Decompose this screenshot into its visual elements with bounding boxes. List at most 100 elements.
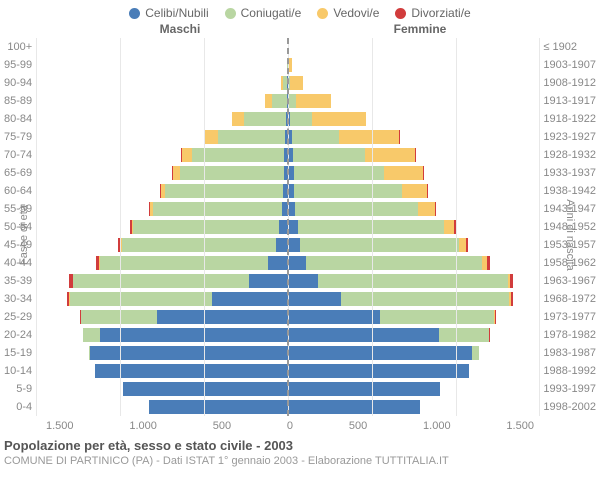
seg-coniugati xyxy=(153,202,282,216)
birth-label: 1923-1927 xyxy=(543,128,596,146)
seg-coniugati xyxy=(272,94,287,108)
seg-coniugati xyxy=(306,256,482,270)
seg-celibi xyxy=(288,400,421,414)
birth-label: 1918-1922 xyxy=(543,110,596,128)
birth-label: 1948-1952 xyxy=(543,218,596,236)
legend-label: Celibi/Nubili xyxy=(145,6,208,20)
birth-label: 1938-1942 xyxy=(543,182,596,200)
age-label: 30-34 xyxy=(4,290,32,308)
seg-celibi xyxy=(157,310,288,324)
age-label: 0-4 xyxy=(4,398,32,416)
age-label: 70-74 xyxy=(4,146,32,164)
seg-celibi xyxy=(288,310,380,324)
female-side xyxy=(288,256,540,270)
age-label: 95-99 xyxy=(4,56,32,74)
legend-item: Celibi/Nubili xyxy=(129,6,208,20)
female-side xyxy=(288,40,540,54)
male-side xyxy=(36,238,288,252)
female-side xyxy=(288,310,540,324)
birth-label: 1993-1997 xyxy=(543,380,596,398)
birth-label: 1983-1987 xyxy=(543,344,596,362)
legend-swatch xyxy=(225,8,236,19)
seg-celibi xyxy=(288,184,295,198)
seg-celibi xyxy=(288,256,306,270)
male-side xyxy=(36,94,288,108)
seg-vedovi xyxy=(265,94,272,108)
legend-item: Divorziati/e xyxy=(395,6,470,20)
female-side xyxy=(288,76,540,90)
seg-vedovi xyxy=(339,130,399,144)
age-label: 65-69 xyxy=(4,164,32,182)
birth-label: 1978-1982 xyxy=(543,326,596,344)
seg-coniugati xyxy=(294,166,385,180)
birth-label: ≤ 1902 xyxy=(543,38,596,56)
birth-label: 1968-1972 xyxy=(543,290,596,308)
legend-item: Coniugati/e xyxy=(225,6,302,20)
female-side xyxy=(288,238,540,252)
age-label: 45-49 xyxy=(4,236,32,254)
seg-vedovi xyxy=(173,166,180,180)
plot xyxy=(36,38,539,416)
age-label: 85-89 xyxy=(4,92,32,110)
seg-celibi xyxy=(288,220,298,234)
male-side xyxy=(36,256,288,270)
male-side xyxy=(36,148,288,162)
male-side xyxy=(36,166,288,180)
footer: Popolazione per età, sesso e stato civil… xyxy=(0,432,600,467)
age-label: 15-19 xyxy=(4,344,32,362)
male-side xyxy=(36,328,288,342)
age-label: 50-54 xyxy=(4,218,32,236)
seg-divorziati xyxy=(466,238,469,252)
male-side xyxy=(36,364,288,378)
seg-coniugati xyxy=(294,184,401,198)
seg-divorziati xyxy=(454,220,456,234)
x-tick: 1.000 xyxy=(423,420,451,432)
x-axis: 1.5001.00050005001.0001.500 xyxy=(4,420,596,432)
seg-vedovi xyxy=(444,220,454,234)
seg-coniugati xyxy=(472,346,479,360)
male-side xyxy=(36,310,288,324)
seg-vedovi xyxy=(459,238,466,252)
header-male: Maschi xyxy=(60,22,300,36)
female-side xyxy=(288,112,540,126)
seg-vedovi xyxy=(290,76,303,90)
birth-label: 1913-1917 xyxy=(543,92,596,110)
male-side xyxy=(36,292,288,306)
x-tick: 1.500 xyxy=(506,420,534,432)
female-side xyxy=(288,148,540,162)
seg-celibi xyxy=(149,400,288,414)
age-label: 90-94 xyxy=(4,74,32,92)
seg-celibi xyxy=(288,238,300,252)
age-label: 80-84 xyxy=(4,110,32,128)
age-label: 100+ xyxy=(4,38,32,56)
female-side xyxy=(288,58,540,72)
center-line xyxy=(287,38,289,416)
chart-area: 100+95-9990-9485-8980-8475-7970-7465-696… xyxy=(4,38,596,416)
seg-coniugati xyxy=(73,274,249,288)
seg-celibi xyxy=(288,328,439,342)
female-side xyxy=(288,346,540,360)
male-side xyxy=(36,220,288,234)
seg-vedovi xyxy=(205,130,218,144)
seg-coniugati xyxy=(293,148,365,162)
x-tick: 500 xyxy=(349,420,367,432)
age-label: 55-59 xyxy=(4,200,32,218)
chart-subtitle: COMUNE DI PARTINICO (PA) - Dati ISTAT 1°… xyxy=(4,455,596,467)
birth-label: 1953-1957 xyxy=(543,236,596,254)
seg-coniugati xyxy=(289,94,296,108)
seg-vedovi xyxy=(384,166,423,180)
seg-divorziati xyxy=(511,292,514,306)
seg-celibi xyxy=(123,382,287,396)
age-label: 40-44 xyxy=(4,254,32,272)
seg-divorziati xyxy=(487,256,490,270)
seg-coniugati xyxy=(298,220,444,234)
female-side xyxy=(288,364,540,378)
x-tick: 1.500 xyxy=(46,420,74,432)
birth-label: 1943-1947 xyxy=(543,200,596,218)
y-axis-age: 100+95-9990-9485-8980-8475-7970-7465-696… xyxy=(4,38,36,416)
seg-divorziati xyxy=(510,274,513,288)
seg-coniugati xyxy=(192,148,284,162)
seg-celibi xyxy=(288,292,342,306)
seg-coniugati xyxy=(83,328,100,342)
seg-vedovi xyxy=(418,202,435,216)
